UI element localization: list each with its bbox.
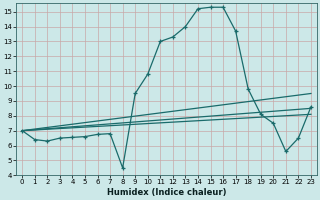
X-axis label: Humidex (Indice chaleur): Humidex (Indice chaleur) <box>107 188 226 197</box>
